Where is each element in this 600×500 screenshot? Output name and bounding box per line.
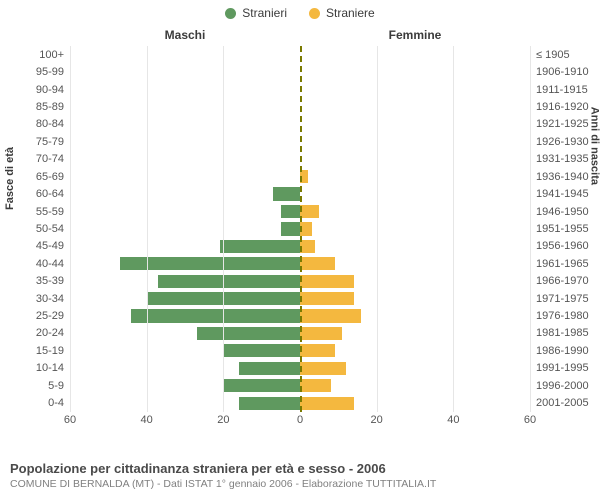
birth-year-label: 1981-1985 bbox=[530, 327, 589, 339]
age-group-label: 90-94 bbox=[36, 84, 70, 96]
column-header-male: Maschi bbox=[70, 28, 300, 42]
birth-year-label: 1976-1980 bbox=[530, 310, 589, 322]
bar-male bbox=[281, 205, 300, 218]
birth-year-label: 2001-2005 bbox=[530, 397, 589, 409]
age-group-label: 20-24 bbox=[36, 327, 70, 339]
age-group-label: 65-69 bbox=[36, 171, 70, 183]
chart-canvas: Stranieri Straniere Maschi Femmine Fasce… bbox=[0, 0, 600, 500]
legend: Stranieri Straniere bbox=[0, 6, 600, 20]
birth-year-label: 1971-1975 bbox=[530, 293, 589, 305]
bar-male bbox=[220, 240, 301, 253]
bar-male bbox=[197, 327, 301, 340]
bar-female bbox=[300, 327, 342, 340]
age-group-label: 95-99 bbox=[36, 66, 70, 78]
birth-year-label: 1946-1950 bbox=[530, 206, 589, 218]
age-group-label: 50-54 bbox=[36, 223, 70, 235]
legend-label-female: Straniere bbox=[326, 6, 375, 20]
birth-year-label: 1991-1995 bbox=[530, 362, 589, 374]
birth-year-label: 1966-1970 bbox=[530, 275, 589, 287]
bar-male bbox=[239, 362, 300, 375]
bar-female bbox=[300, 292, 354, 305]
age-group-label: 30-34 bbox=[36, 293, 70, 305]
age-group-label: 40-44 bbox=[36, 258, 70, 270]
x-tick-label: 20 bbox=[217, 414, 229, 426]
chart-title: Popolazione per cittadinanza straniera p… bbox=[10, 461, 590, 476]
birth-year-label: 1941-1945 bbox=[530, 188, 589, 200]
bar-female bbox=[300, 205, 319, 218]
birth-year-label: 1956-1960 bbox=[530, 240, 589, 252]
legend-label-male: Stranieri bbox=[242, 6, 287, 20]
age-group-label: 0-4 bbox=[48, 397, 70, 409]
x-tick-label: 40 bbox=[141, 414, 153, 426]
age-group-label: 10-14 bbox=[36, 362, 70, 374]
birth-year-label: 1926-1930 bbox=[530, 136, 589, 148]
x-tick-label: 60 bbox=[64, 414, 76, 426]
bar-female bbox=[300, 397, 354, 410]
bar-male bbox=[239, 397, 300, 410]
chart-footer: Popolazione per cittadinanza straniera p… bbox=[10, 461, 590, 490]
y-axis-title-right: Anni di nascita bbox=[588, 107, 600, 185]
y-axis-title-left: Fasce di età bbox=[4, 147, 16, 210]
bar-female bbox=[300, 309, 361, 322]
legend-item-female: Straniere bbox=[309, 6, 375, 20]
age-group-label: 25-29 bbox=[36, 310, 70, 322]
bar-female bbox=[300, 344, 335, 357]
legend-swatch-male-icon bbox=[225, 8, 236, 19]
bar-male bbox=[131, 309, 300, 322]
bar-female bbox=[300, 362, 346, 375]
birth-year-label: 1911-1915 bbox=[530, 84, 588, 96]
x-tick-label: 40 bbox=[447, 414, 459, 426]
birth-year-label: 1951-1955 bbox=[530, 223, 589, 235]
age-group-label: 80-84 bbox=[36, 118, 70, 130]
age-group-label: 60-64 bbox=[36, 188, 70, 200]
x-tick-label: 0 bbox=[297, 414, 303, 426]
legend-item-male: Stranieri bbox=[225, 6, 287, 20]
age-group-label: 85-89 bbox=[36, 101, 70, 113]
bar-female bbox=[300, 275, 354, 288]
x-tick-label: 60 bbox=[524, 414, 536, 426]
birth-year-label: ≤ 1905 bbox=[530, 49, 570, 61]
x-axis-ticks: 6040200204060 bbox=[70, 414, 530, 432]
age-group-label: 15-19 bbox=[36, 345, 70, 357]
birth-year-label: 1916-1920 bbox=[530, 101, 589, 113]
birth-year-label: 1921-1925 bbox=[530, 118, 589, 130]
bar-male bbox=[281, 222, 300, 235]
age-group-label: 55-59 bbox=[36, 206, 70, 218]
bar-female bbox=[300, 257, 335, 270]
age-group-label: 75-79 bbox=[36, 136, 70, 148]
age-group-label: 5-9 bbox=[48, 380, 70, 392]
birth-year-label: 1936-1940 bbox=[530, 171, 589, 183]
birth-year-label: 1996-2000 bbox=[530, 380, 589, 392]
x-tick-label: 20 bbox=[371, 414, 383, 426]
bar-male bbox=[273, 187, 300, 200]
birth-year-label: 1986-1990 bbox=[530, 345, 589, 357]
birth-year-label: 1931-1935 bbox=[530, 153, 589, 165]
plot-area: 100+≤ 190595-991906-191090-941911-191585… bbox=[70, 42, 530, 432]
birth-year-label: 1906-1910 bbox=[530, 66, 589, 78]
bar-male bbox=[223, 379, 300, 392]
bar-male bbox=[223, 344, 300, 357]
bar-female bbox=[300, 379, 331, 392]
birth-year-label: 1961-1965 bbox=[530, 258, 589, 270]
age-group-label: 70-74 bbox=[36, 153, 70, 165]
bar-female bbox=[300, 240, 315, 253]
age-group-label: 35-39 bbox=[36, 275, 70, 287]
column-header-female: Femmine bbox=[300, 28, 530, 42]
legend-swatch-female-icon bbox=[309, 8, 320, 19]
bar-male bbox=[158, 275, 300, 288]
chart-subtitle: COMUNE DI BERNALDA (MT) - Dati ISTAT 1° … bbox=[10, 478, 590, 490]
columns-header: Maschi Femmine bbox=[70, 28, 530, 42]
age-group-label: 100+ bbox=[39, 49, 70, 61]
age-group-label: 45-49 bbox=[36, 240, 70, 252]
